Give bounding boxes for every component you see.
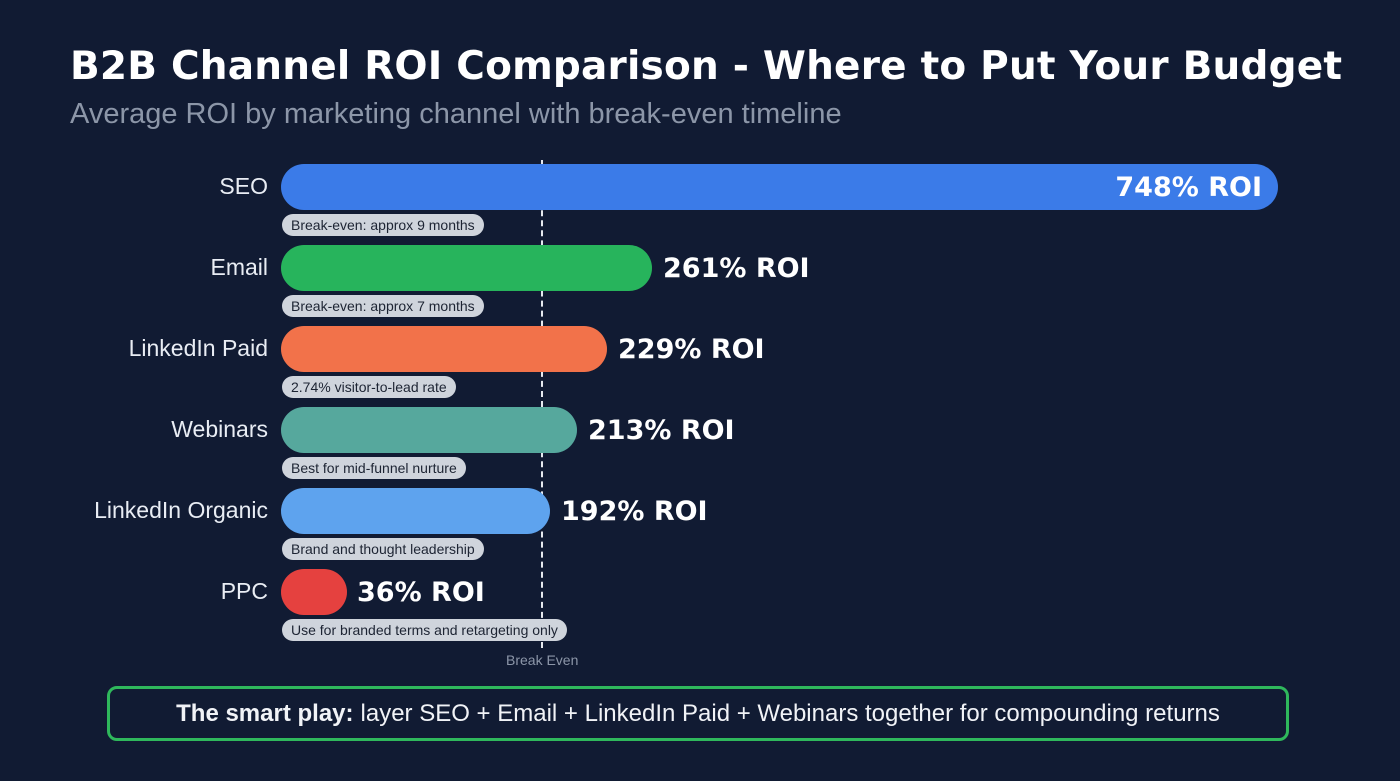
row-note: Break-even: approx 7 months <box>282 295 484 317</box>
row-note: Break-even: approx 9 months <box>282 214 484 236</box>
bar-webinars <box>281 407 577 453</box>
row-label: Email <box>210 254 268 280</box>
row-label: PPC <box>220 578 268 604</box>
bar-ppc <box>281 569 347 615</box>
row-note: Brand and thought leadership <box>282 538 484 560</box>
chart-row-linkedin-paid: LinkedIn Paid 229% ROI 2.74% visitor-to-… <box>0 326 1400 407</box>
bar-linkedin-organic <box>281 488 550 534</box>
chart-row-ppc: PPC 36% ROI Use for branded terms and re… <box>0 569 1400 650</box>
row-label: LinkedIn Paid <box>128 335 268 361</box>
row-note: Use for branded terms and retargeting on… <box>282 619 567 641</box>
chart-row-linkedin-organic: LinkedIn Organic 192% ROI Brand and thou… <box>0 488 1400 569</box>
callout-text: layer SEO + Email + LinkedIn Paid + Webi… <box>360 699 1220 727</box>
callout-bold: The smart play: <box>176 699 354 727</box>
row-note: 2.74% visitor-to-lead rate <box>282 376 456 398</box>
row-label: LinkedIn Organic <box>94 497 268 523</box>
bar-seo: 748% ROI <box>281 164 1278 210</box>
smart-play-callout: The smart play: layer SEO + Email + Link… <box>107 686 1289 741</box>
roi-value: 213% ROI <box>588 415 735 446</box>
row-label: SEO <box>219 173 268 199</box>
page-title: B2B Channel ROI Comparison - Where to Pu… <box>70 44 1343 89</box>
page-subtitle: Average ROI by marketing channel with br… <box>70 98 842 130</box>
roi-value: 748% ROI <box>1115 172 1262 203</box>
row-label: Webinars <box>171 416 268 442</box>
roi-value: 192% ROI <box>561 496 708 527</box>
chart-row-email: Email 261% ROI Break-even: approx 7 mont… <box>0 245 1400 326</box>
chart-row-webinars: Webinars 213% ROI Best for mid-funnel nu… <box>0 407 1400 488</box>
row-note: Best for mid-funnel nurture <box>282 457 466 479</box>
chart-row-seo: SEO 748% ROI Break-even: approx 9 months <box>0 164 1400 245</box>
bar-email <box>281 245 652 291</box>
breakeven-label: Break Even <box>506 652 579 668</box>
roi-value: 36% ROI <box>357 577 485 608</box>
roi-value: 229% ROI <box>618 334 765 365</box>
breakeven-line <box>541 160 543 648</box>
roi-value: 261% ROI <box>663 253 810 284</box>
bar-linkedin-paid <box>281 326 607 372</box>
